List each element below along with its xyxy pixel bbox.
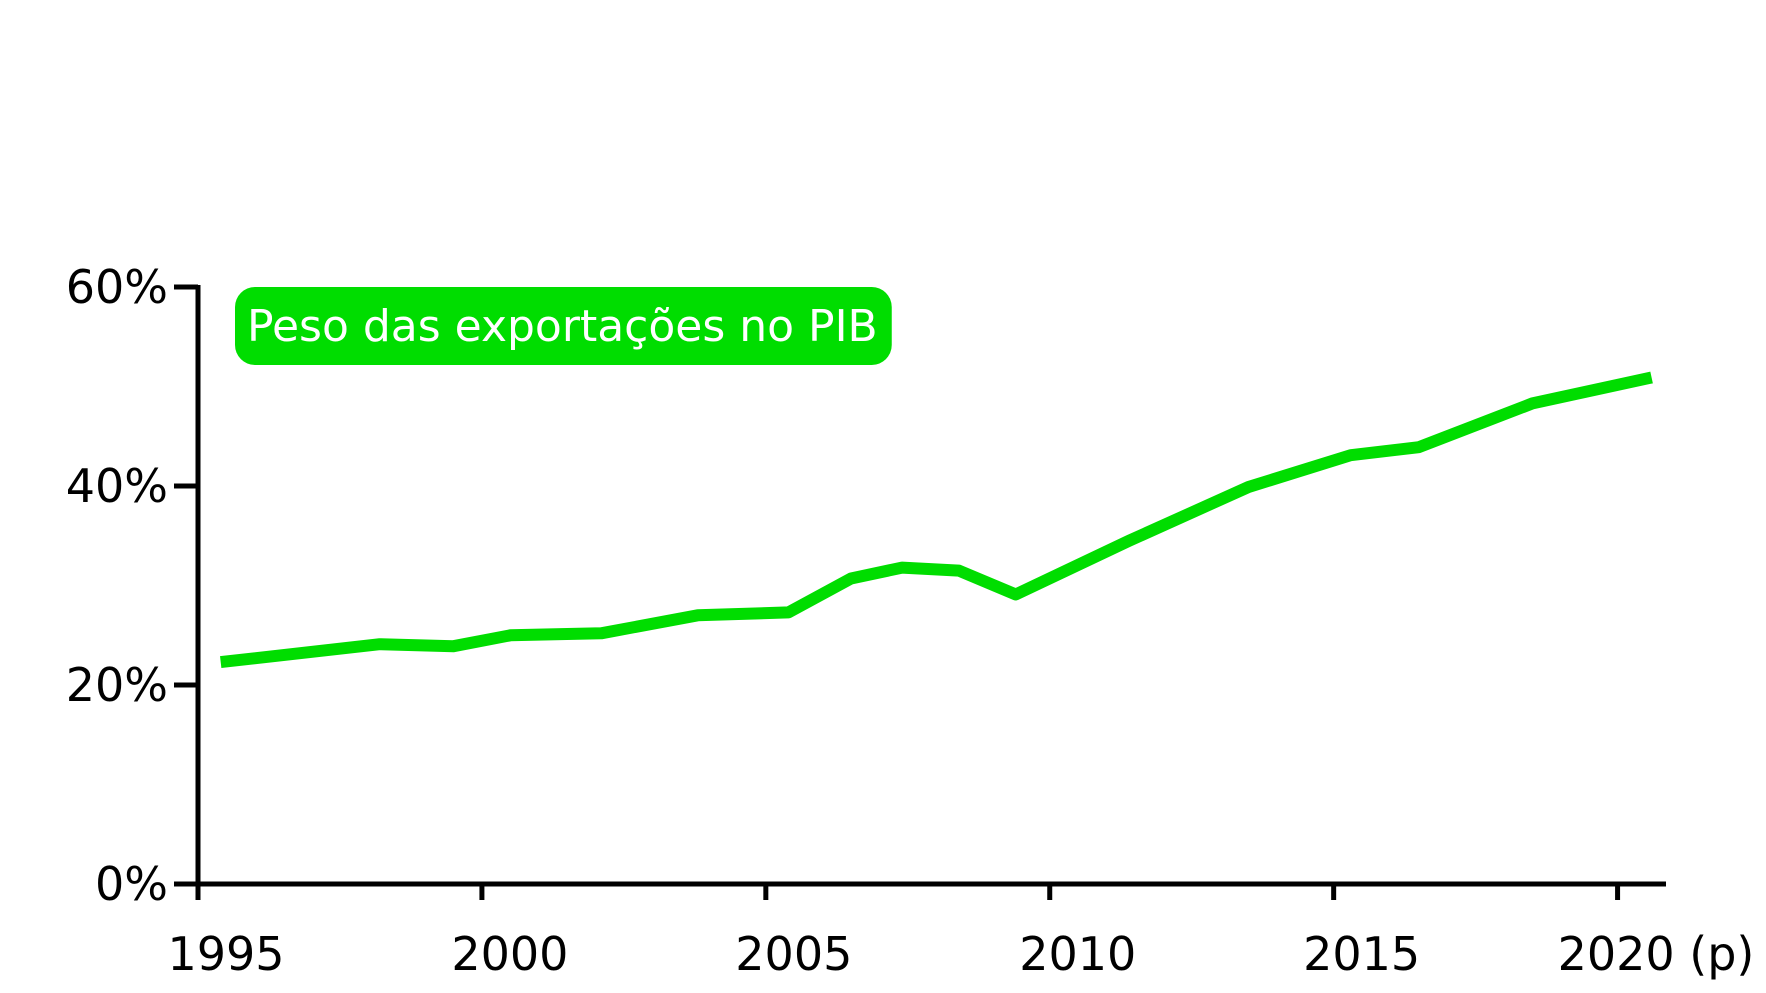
ticks: 0% 20% 40% 60% 1995 2000 2005 2010 2015 2020 (p) <box>66 260 1755 981</box>
y-tick-label: 40% <box>66 459 168 513</box>
axes <box>195 285 1666 887</box>
x-tick-label: 2005 <box>735 927 852 981</box>
series-line <box>220 371 1653 669</box>
x-tick-label: 2000 <box>451 927 568 981</box>
x-tick-label: 1995 <box>167 927 284 981</box>
y-tick-label: 60% <box>66 260 168 314</box>
legend-badge <box>235 287 892 365</box>
x-tick-label: 2020 (p) <box>1558 927 1755 981</box>
series-group <box>220 371 1653 669</box>
y-tick-label: 20% <box>66 658 168 712</box>
y-tick-label: 0% <box>95 857 168 911</box>
x-tick-label: 2015 <box>1303 927 1420 981</box>
legend-label: Peso das exportações no PIB <box>247 301 878 352</box>
legend: Peso das exportações no PIB <box>235 287 892 365</box>
x-tick-label: 2010 <box>1019 927 1136 981</box>
